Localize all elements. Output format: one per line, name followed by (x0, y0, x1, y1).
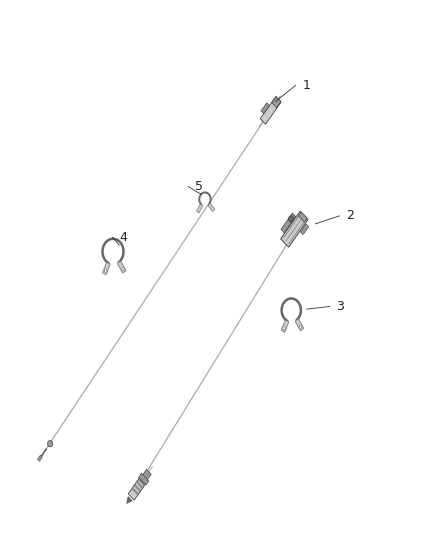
Polygon shape (260, 96, 281, 124)
Polygon shape (295, 319, 304, 331)
Text: 4: 4 (119, 231, 127, 244)
Polygon shape (117, 261, 126, 273)
Polygon shape (208, 203, 215, 212)
Text: 1: 1 (302, 79, 310, 92)
Text: 5: 5 (195, 180, 203, 193)
Polygon shape (261, 103, 269, 114)
Polygon shape (38, 455, 42, 462)
Circle shape (121, 267, 124, 270)
Polygon shape (272, 97, 281, 108)
Polygon shape (127, 497, 132, 504)
Polygon shape (131, 487, 139, 495)
Polygon shape (141, 474, 148, 482)
Polygon shape (128, 479, 145, 500)
Polygon shape (196, 204, 203, 213)
Circle shape (47, 440, 53, 447)
Polygon shape (300, 224, 309, 235)
Circle shape (283, 327, 286, 330)
Polygon shape (281, 320, 289, 333)
Polygon shape (298, 212, 307, 222)
Circle shape (289, 216, 294, 222)
Polygon shape (281, 213, 296, 233)
Polygon shape (138, 478, 146, 486)
Circle shape (104, 269, 107, 272)
Polygon shape (102, 262, 110, 274)
Polygon shape (136, 481, 144, 489)
Text: 2: 2 (346, 209, 354, 222)
Text: 3: 3 (336, 300, 344, 313)
Polygon shape (139, 473, 149, 485)
Circle shape (299, 325, 302, 328)
Polygon shape (142, 470, 151, 481)
Polygon shape (281, 211, 308, 247)
Polygon shape (134, 484, 141, 492)
